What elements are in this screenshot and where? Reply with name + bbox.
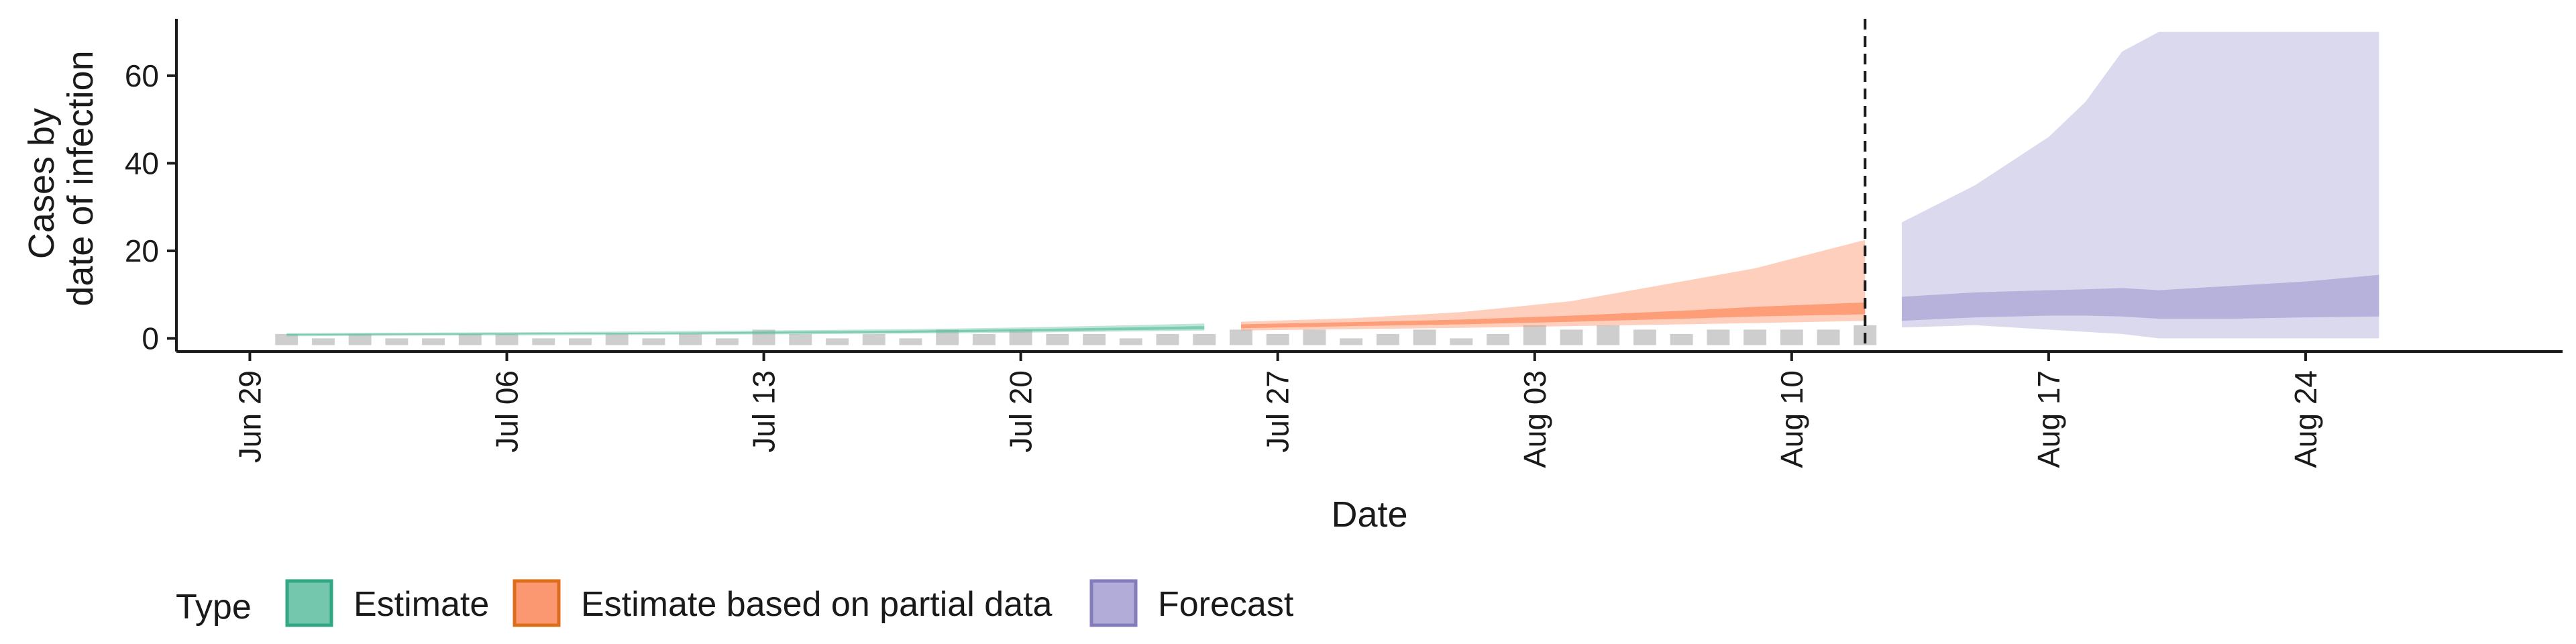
observed-case-bar	[862, 333, 885, 345]
x-tick-label: Jul 20	[1004, 370, 1038, 453]
observed-case-bar	[532, 338, 555, 345]
observed-case-bar	[1597, 325, 1620, 345]
observed-case-bar	[1046, 333, 1069, 345]
plot-area	[275, 19, 2379, 352]
observed-case-bar	[1376, 333, 1399, 345]
observed-case-bar	[1487, 333, 1509, 345]
observed-case-bar	[1817, 329, 1840, 345]
observed-case-bar	[385, 338, 409, 345]
x-tick-label: Aug 10	[1774, 370, 1809, 468]
observed-case-bar	[1633, 329, 1656, 345]
legend-swatch	[285, 579, 333, 627]
y-axis-ticks: 0 20 40 60	[125, 58, 176, 356]
observed-case-bar	[348, 333, 372, 345]
observed-case-bar	[1523, 325, 1546, 345]
observed-case-bar	[1707, 329, 1730, 345]
legend-swatch	[1089, 579, 1138, 627]
observed-case-bar	[311, 338, 335, 345]
observed-case-bar	[1780, 329, 1803, 345]
observed-case-bar	[1119, 338, 1142, 345]
observed-case-bar	[605, 333, 629, 345]
observed-case-bar	[715, 338, 739, 345]
x-tick-label: Aug 17	[2031, 370, 2066, 468]
ribbon-inner-forecast	[1902, 274, 2379, 321]
axes: 0 20 40 60 Jun 29 Jul 06 Jul 13 Jul 20 Jul 27 Au…	[21, 19, 2563, 535]
legend: Type Estimate Estimate based on partial d…	[176, 579, 1294, 627]
legend-items: Estimate Estimate based on partial data Fo…	[285, 579, 1294, 627]
observed-case-bar	[972, 333, 996, 345]
ribbon-inner-estimate	[286, 326, 1205, 335]
observed-case-bar	[1193, 333, 1216, 345]
observed-case-bar	[899, 338, 922, 345]
observed-case-bar	[1156, 333, 1179, 345]
ribbon-outer-estimate	[286, 323, 1205, 337]
x-tick-label: Jun 29	[232, 370, 267, 463]
y-axis-title-line-1: Cases by	[21, 108, 62, 259]
y-axis-title-line-2: date of infection	[60, 50, 101, 306]
x-axis-ticks: Jun 29 Jul 06 Jul 13 Jul 20 Jul 27 Aug 03 Aug …	[232, 352, 2323, 468]
observed-case-bar	[422, 338, 445, 345]
observed-case-bar	[1743, 329, 1767, 345]
y-tick-label: 60	[125, 58, 159, 93]
observed-case-bar	[568, 338, 592, 345]
observed-case-bar	[1303, 329, 1326, 345]
observed-case-bar	[1340, 338, 1363, 345]
x-tick-label: Jul 27	[1260, 370, 1295, 453]
x-tick-label: Jul 06	[490, 370, 525, 453]
ribbon-inner-estimate-based-on-partial-data	[1241, 302, 1866, 329]
ribbon-outer-forecast	[1902, 32, 2379, 339]
observed-case-bar	[936, 329, 959, 345]
legend-label: Estimate	[354, 585, 489, 624]
x-axis-title: Date	[1331, 494, 1407, 535]
observed-case-bar	[275, 333, 299, 345]
observed-case-bar	[1083, 333, 1106, 345]
legend-label: Estimate based on partial data	[581, 585, 1053, 624]
observed-case-bar	[642, 338, 665, 345]
ribbon-outer-estimate-based-on-partial-data	[1241, 239, 1866, 331]
observed-case-bar	[1230, 329, 1252, 345]
legend-title: Type	[176, 588, 252, 627]
observed-case-bar	[495, 333, 519, 345]
x-tick-label: Aug 03	[1517, 370, 1552, 468]
x-tick-label: Jul 13	[747, 370, 782, 453]
observed-case-bar	[789, 333, 812, 345]
x-tick-label: Aug 24	[2288, 370, 2323, 468]
y-tick-label: 40	[125, 146, 159, 180]
observed-case-bar	[1009, 329, 1032, 345]
observed-case-bar	[1560, 329, 1583, 345]
legend-label: Forecast	[1158, 585, 1294, 624]
y-tick-label: 0	[142, 321, 159, 356]
observed-case-bar	[1450, 338, 1473, 345]
observed-case-bar	[1670, 333, 1693, 345]
observed-case-bar	[679, 333, 702, 345]
observed-case-bar	[1266, 333, 1289, 345]
y-tick-label: 20	[125, 233, 159, 268]
observed-case-bar	[1413, 329, 1436, 345]
observed-case-bar	[826, 338, 849, 345]
y-axis-title: Cases by date of infection	[21, 50, 101, 306]
legend-swatch	[513, 579, 561, 627]
observed-case-bar	[458, 333, 482, 345]
